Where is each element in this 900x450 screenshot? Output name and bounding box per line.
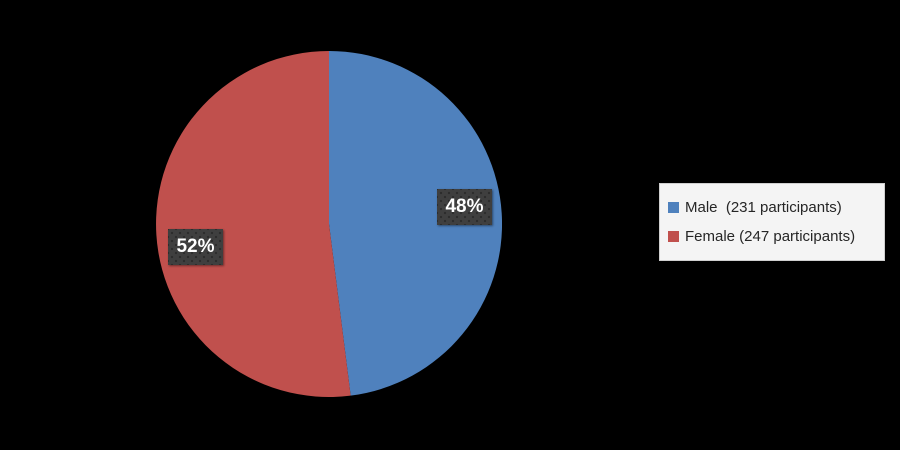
legend: Male (231 participants) Female (247 part… [659,183,885,261]
data-label-male-text: 48% [445,196,484,217]
data-label-female: 52% [168,229,223,265]
pie-svg [156,51,502,397]
legend-marker-female-icon [668,231,679,242]
legend-item-female: Female (247 participants) [668,227,884,247]
pie-chart [156,51,502,397]
pie-slice-male [329,51,502,396]
data-label-female-text: 52% [176,236,215,257]
legend-marker-male-icon [668,202,679,213]
data-label-male: 48% [437,189,492,225]
legend-item-male: Male (231 participants) [668,198,884,218]
pie-slice-female [156,51,351,397]
legend-label-male: Male (231 participants) [685,198,842,216]
legend-label-female: Female (247 participants) [685,227,856,245]
